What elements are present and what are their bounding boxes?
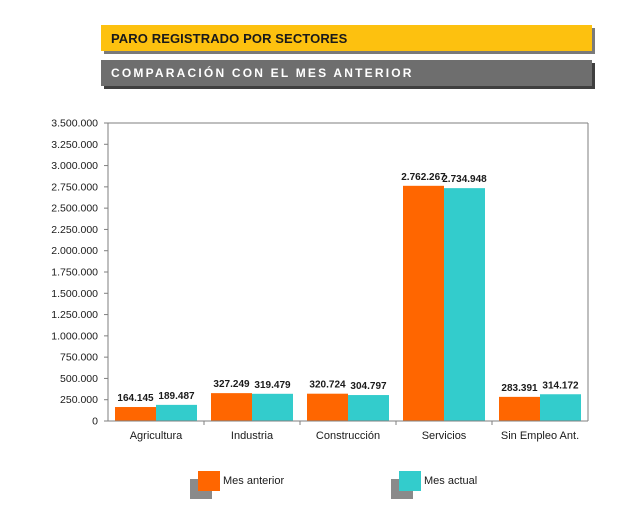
bar-mes-anterior: [211, 393, 252, 421]
legend-label-mes-anterior: Mes anterior: [223, 475, 285, 487]
bar-value-label: 319.479: [254, 380, 291, 391]
y-tick-label: 1.750.000: [51, 267, 98, 279]
bar-mes-actual: [252, 393, 293, 421]
bar-value-label: 2.734.948: [442, 174, 487, 185]
x-tick-label: Construcción: [316, 430, 380, 442]
y-tick-label: 500.000: [60, 373, 98, 385]
bar-mes-actual: [540, 394, 581, 421]
chart-title: PARO REGISTRADO POR SECTORES: [111, 30, 348, 46]
y-tick-label: 0: [92, 416, 98, 428]
chart-subtitle: COMPARACIÓN CON EL MES ANTERIOR: [111, 66, 414, 80]
bar-mes-actual: [156, 404, 197, 421]
chart-subtitle-banner: COMPARACIÓN CON EL MES ANTERIOR: [101, 60, 592, 86]
bar-mes-anterior: [307, 393, 348, 421]
y-tick-label: 1.000.000: [51, 330, 98, 342]
y-tick-label: 1.500.000: [51, 288, 98, 300]
y-tick-label: 3.000.000: [51, 160, 98, 172]
bar-value-label: 314.172: [542, 380, 579, 391]
y-tick-label: 2.250.000: [51, 224, 98, 236]
x-tick-label: Agricultura: [130, 430, 183, 442]
y-tick-label: 250.000: [60, 394, 98, 406]
bar-value-label: 164.145: [117, 393, 154, 404]
legend-item-mes-actual: Mes actual: [391, 471, 478, 499]
value-labels: 164.145 189.487 327.249 319.479 320.724 304.7…: [117, 172, 579, 404]
bar-mes-actual: [444, 188, 485, 421]
y-tick-label: 2.750.000: [51, 181, 98, 193]
x-tick-label: Sin Empleo Ant.: [501, 430, 579, 442]
y-axis: 0 250.000 500.000 750.000 1.000.000 1.250.000…: [51, 118, 589, 428]
x-tick-label: Servicios: [422, 430, 467, 442]
bar-mes-anterior: [115, 407, 156, 421]
bar-mes-anterior: [403, 185, 444, 421]
chart-title-banner: PARO REGISTRADO POR SECTORES: [101, 25, 592, 51]
x-axis: Agricultura Industria Construcción Servicio…: [108, 420, 588, 442]
bar-value-label: 327.249: [213, 379, 250, 390]
x-tick-label: Industria: [231, 430, 274, 442]
legend-item-mes-anterior: Mes anterior: [190, 471, 285, 499]
bar-value-label: 283.391: [501, 383, 538, 394]
y-tick-label: 2.500.000: [51, 203, 98, 215]
y-tick-label: 3.500.000: [51, 118, 98, 130]
bar-value-label: 320.724: [309, 380, 346, 391]
legend-swatch-mes-anterior: [190, 471, 220, 499]
legend-label-mes-actual: Mes actual: [424, 475, 478, 487]
bar-mes-actual: [348, 395, 389, 421]
y-tick-label: 3.250.000: [51, 139, 98, 151]
bar-value-label: 189.487: [158, 391, 195, 402]
bar-mes-anterior: [499, 396, 540, 421]
y-tick-label: 2.000.000: [51, 245, 98, 257]
legend-swatch-mes-actual: [391, 471, 421, 499]
y-tick-label: 750.000: [60, 352, 98, 364]
bars: [115, 185, 581, 421]
y-tick-label: 1.250.000: [51, 309, 98, 321]
bar-value-label: 2.762.267: [401, 172, 446, 183]
bar-value-label: 304.797: [350, 381, 387, 392]
